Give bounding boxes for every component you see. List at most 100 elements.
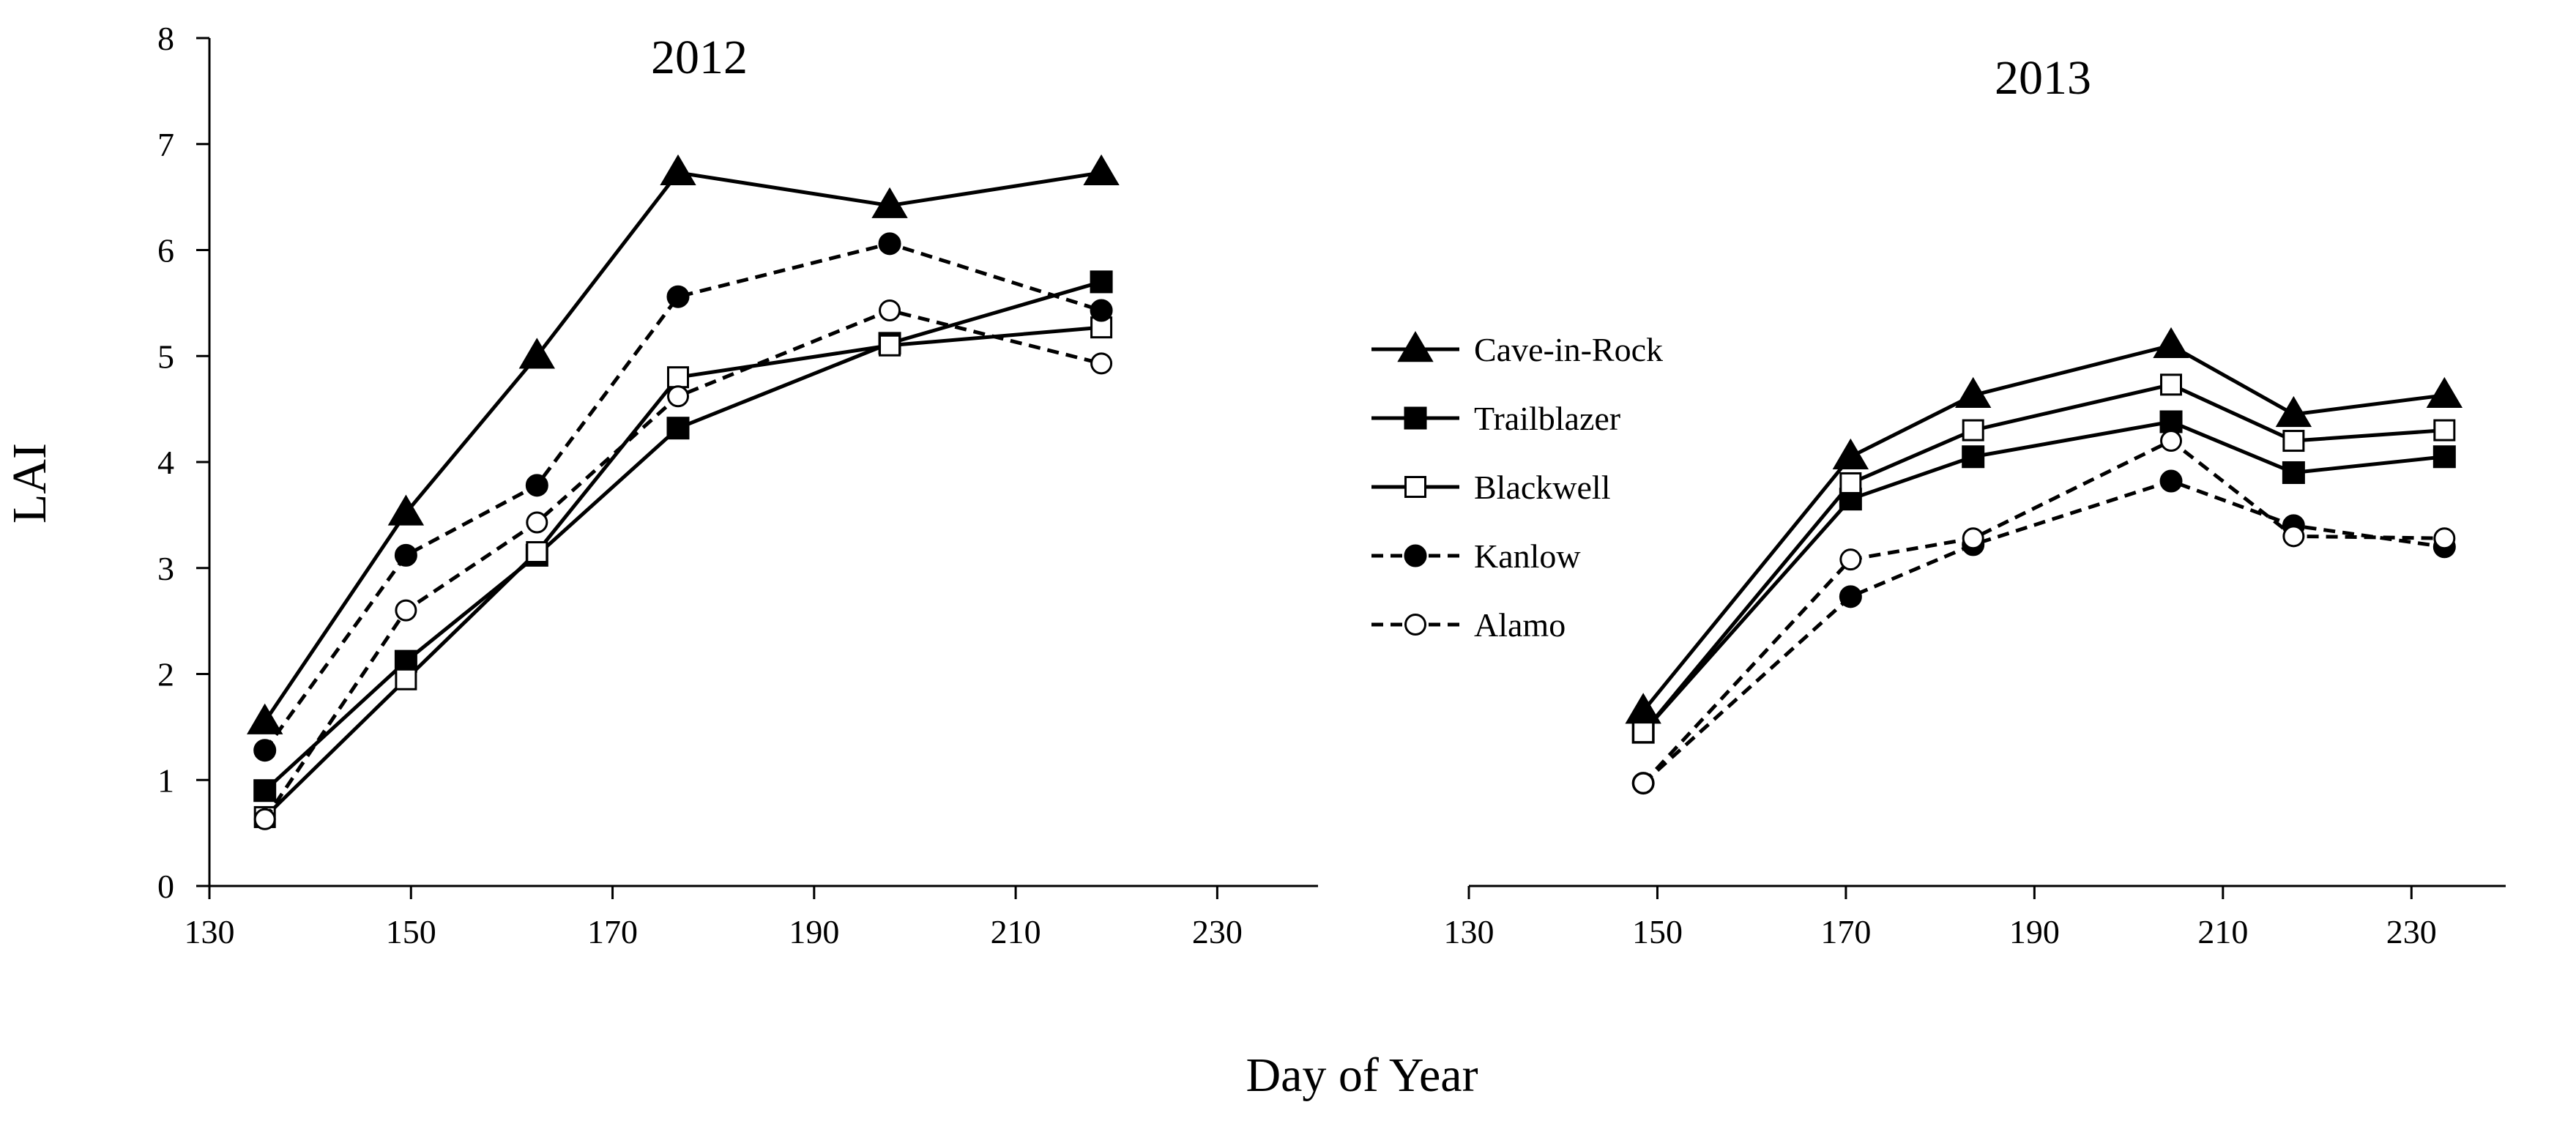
series-kanlow (253, 232, 1113, 762)
x-tick-label: 230 (1192, 913, 1243, 950)
legend-label: Kanlow (1474, 537, 1581, 575)
data-point (253, 779, 277, 803)
data-point (667, 385, 690, 408)
series-alamo (1632, 430, 2456, 794)
y-tick-label: 4 (157, 444, 174, 481)
x-tick-label: 150 (386, 913, 436, 950)
data-point (1832, 438, 1869, 469)
data-point (1632, 772, 1655, 794)
data-point (667, 366, 690, 389)
data-point (2160, 373, 2183, 396)
series-line (1642, 343, 2445, 712)
legend-label: Trailblazer (1474, 400, 1620, 437)
data-point (2426, 376, 2463, 409)
x-tick-label: 170 (587, 913, 638, 950)
data-point (1090, 299, 1113, 322)
series-trailblazer (1631, 410, 2456, 744)
x-tick-label: 190 (789, 913, 839, 950)
data-point (1090, 352, 1113, 375)
data-point (2432, 445, 2456, 469)
series-line (264, 280, 1102, 792)
data-point (525, 474, 548, 497)
x-tick-label: 210 (2197, 913, 2248, 950)
legend-item: Cave-in-Rock (1371, 331, 1663, 368)
legend-marker (1404, 544, 1427, 567)
data-point (2153, 327, 2189, 358)
series-blackwell (1632, 373, 2456, 744)
data-point (878, 232, 901, 256)
data-point (253, 808, 276, 830)
legend-label: Cave-in-Rock (1474, 331, 1663, 368)
legend-item: Trailblazer (1371, 400, 1620, 437)
y-tick-label: 2 (157, 656, 174, 693)
data-point (1839, 585, 1862, 608)
data-point (2282, 461, 2305, 484)
data-point (1954, 376, 1992, 409)
series-line (263, 242, 1102, 752)
data-point (387, 494, 425, 526)
x-tick-label: 170 (1820, 913, 1871, 950)
y-tick-label: 0 (157, 868, 174, 905)
data-point (666, 285, 690, 308)
data-point (2433, 419, 2456, 442)
series-kanlow (1631, 469, 2456, 795)
data-point (247, 703, 283, 734)
x-tick-label: 130 (185, 913, 235, 950)
y-tick-label: 5 (157, 338, 174, 375)
y-tick-label: 6 (157, 232, 174, 269)
y-tick-label: 3 (157, 550, 174, 587)
data-point (1962, 527, 1984, 550)
series-cave-in-rock (247, 154, 1120, 734)
legend-marker (1404, 614, 1426, 636)
data-point (2282, 525, 2305, 548)
data-point (2282, 430, 2305, 453)
series-alamo (253, 299, 1113, 830)
y-tick-label: 1 (157, 762, 174, 799)
data-point (526, 511, 548, 534)
data-point (871, 187, 908, 218)
series-line (1642, 479, 2445, 785)
series-line (1642, 420, 2445, 734)
y-tick-label: 8 (157, 20, 174, 57)
data-point (253, 739, 277, 762)
series-line (1642, 439, 2445, 785)
data-point (395, 599, 417, 622)
data-point (666, 417, 690, 440)
legend-marker (1404, 476, 1426, 498)
legend-item: Kanlow (1371, 537, 1581, 575)
legend-item: Alamo (1371, 606, 1566, 644)
x-tick-label: 150 (1632, 913, 1683, 950)
data-point (1962, 445, 1985, 469)
x-tick-label: 210 (991, 913, 1041, 950)
legend-label: Blackwell (1474, 469, 1611, 506)
data-point (1962, 419, 1984, 442)
panel-title: 2012 (651, 31, 748, 84)
data-point (1083, 154, 1120, 186)
panel-title: 2013 (1995, 51, 2091, 105)
series-line (1642, 382, 2445, 734)
data-point (518, 338, 556, 369)
data-point (1632, 721, 1655, 744)
legend-marker (1397, 331, 1434, 362)
x-tick-label: 190 (2009, 913, 2060, 950)
data-point (394, 543, 417, 567)
data-point (879, 334, 901, 357)
series-cave-in-rock (1625, 327, 2463, 724)
legend-marker (1404, 406, 1427, 430)
data-point (879, 299, 901, 322)
data-point (1839, 548, 1862, 571)
x-tick-label: 130 (1444, 913, 1494, 950)
data-point (660, 154, 696, 186)
legend-item: Blackwell (1371, 469, 1611, 506)
legend-label: Alamo (1474, 606, 1566, 644)
data-point (2433, 527, 2456, 550)
data-point (395, 668, 417, 690)
data-point (2275, 395, 2312, 428)
x-tick-label: 230 (2386, 913, 2437, 950)
x-axis-title: Day of Year (1246, 1049, 1478, 1102)
data-point (2160, 430, 2183, 453)
series-line (263, 171, 1102, 723)
data-point (1090, 270, 1113, 294)
